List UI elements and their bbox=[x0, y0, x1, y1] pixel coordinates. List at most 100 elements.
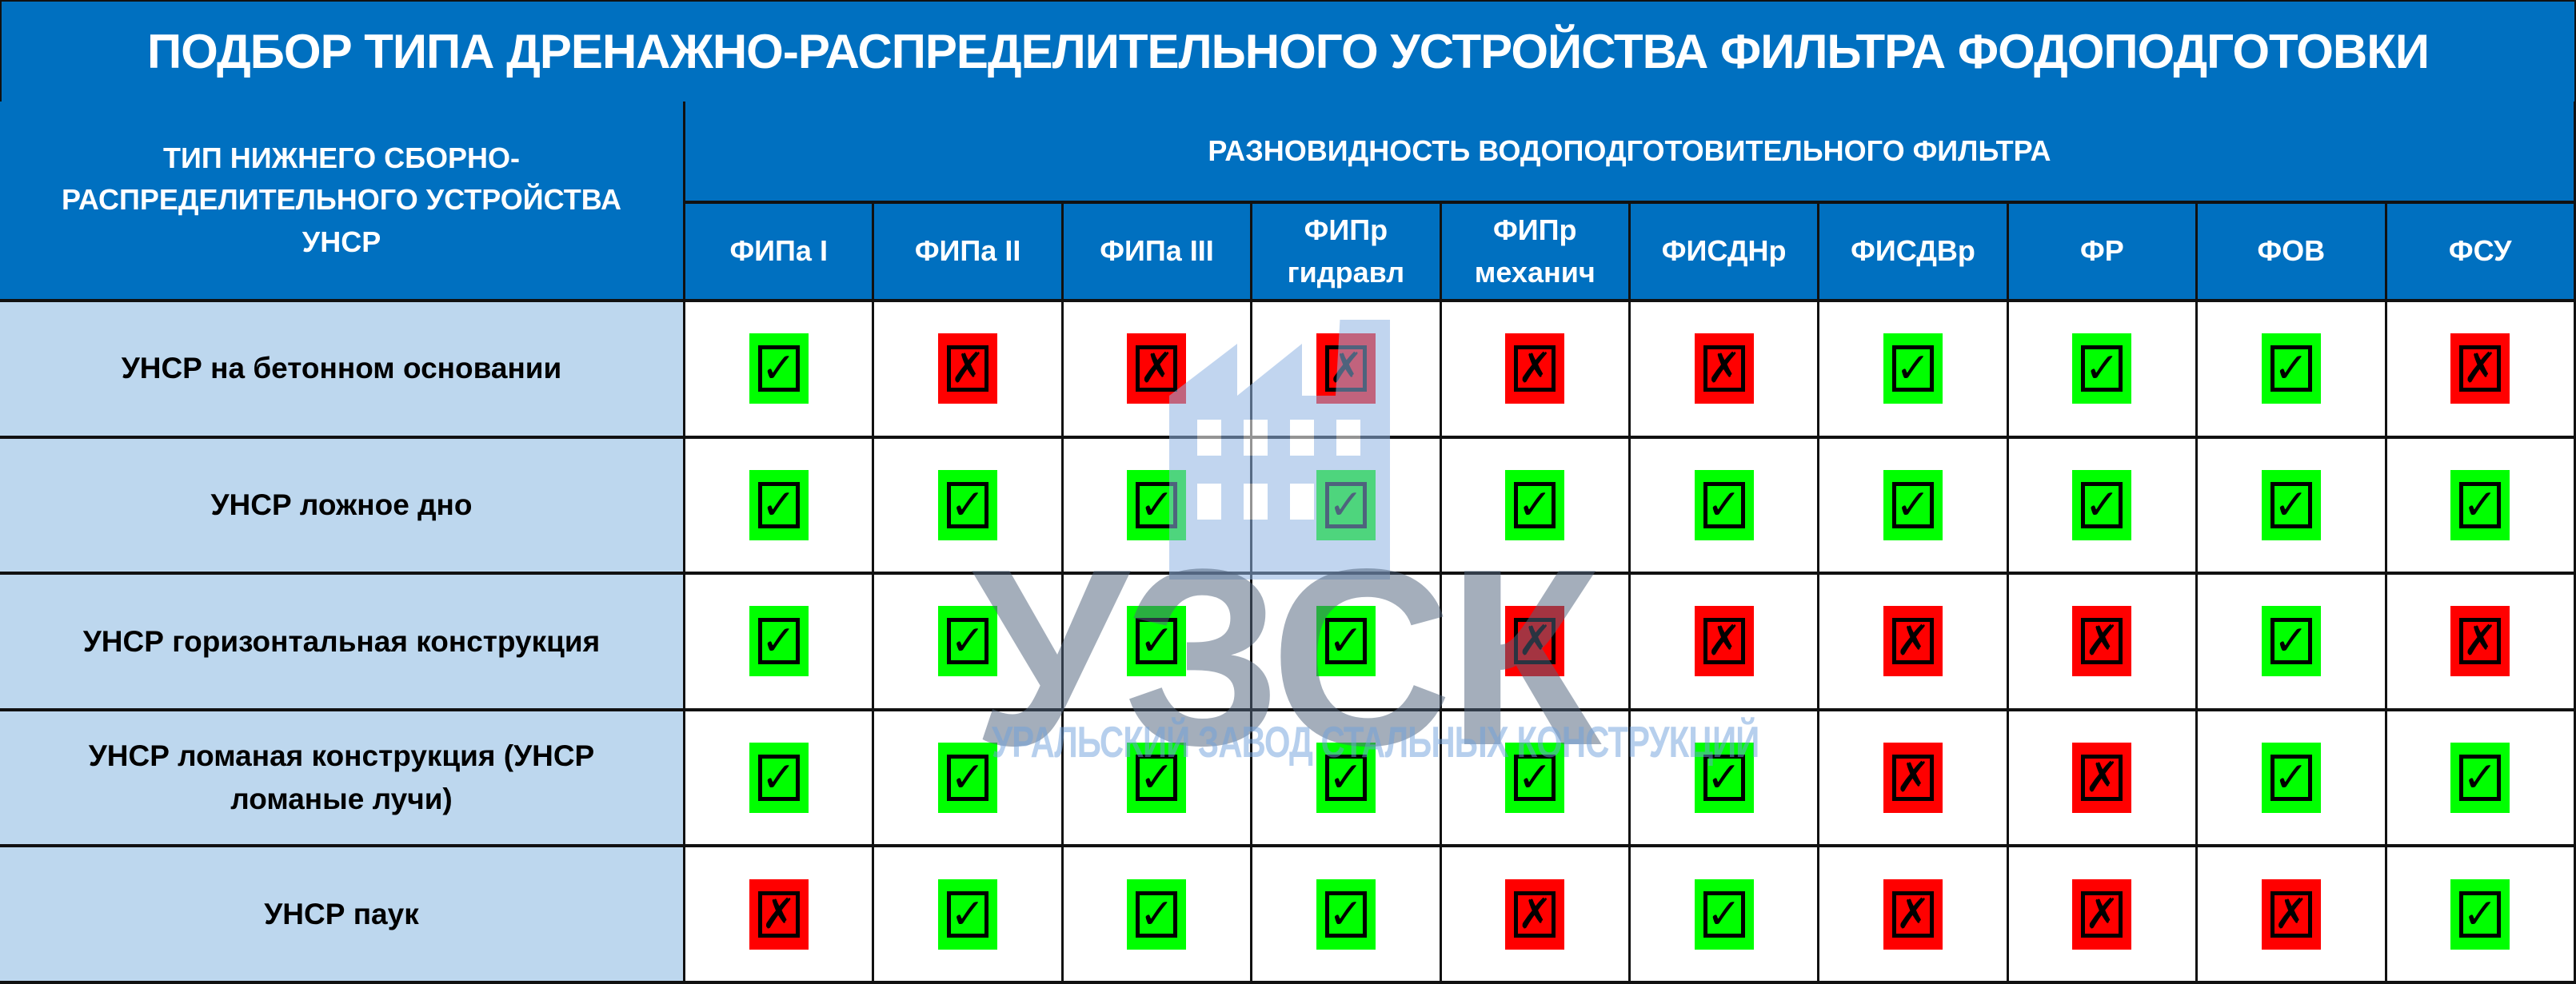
cross-icon: ✗ bbox=[2261, 878, 2321, 950]
compatibility-cell: ✗ bbox=[2386, 575, 2576, 711]
compatibility-cell: ✓ bbox=[2008, 438, 2199, 576]
mark-glyph: ✓ bbox=[1324, 890, 1367, 938]
compatibility-cell: ✓ bbox=[2386, 438, 2576, 576]
checkmark-icon: ✓ bbox=[1694, 743, 1754, 814]
mark-glyph: ✗ bbox=[2270, 890, 2312, 938]
checkmark-icon: ✓ bbox=[749, 606, 809, 677]
cross-icon: ✗ bbox=[1694, 606, 1754, 677]
mark-glyph: ✗ bbox=[2459, 618, 2502, 665]
compatibility-cell: ✓ bbox=[1252, 847, 1442, 984]
row-label: УНСР ломаная конструкция (УНСР ломаные л… bbox=[0, 711, 685, 848]
mark-glyph: ✗ bbox=[1703, 345, 1745, 392]
compatibility-cell: ✗ bbox=[1441, 302, 1631, 439]
checkmark-icon: ✓ bbox=[1883, 469, 1943, 540]
column-header: ФИПа II bbox=[874, 204, 1064, 302]
checkmark-icon: ✓ bbox=[1694, 469, 1754, 540]
checkmark-icon: ✓ bbox=[1505, 743, 1565, 814]
mark-glyph: ✗ bbox=[1514, 618, 1556, 665]
checkmark-icon: ✓ bbox=[1505, 469, 1565, 540]
compatibility-cell: ✓ bbox=[1063, 438, 1253, 576]
mark-glyph: ✗ bbox=[1324, 345, 1367, 392]
compatibility-cell: ✓ bbox=[685, 711, 875, 848]
checkmark-icon: ✓ bbox=[938, 606, 998, 677]
mark-glyph: ✓ bbox=[757, 618, 800, 665]
mark-glyph: ✗ bbox=[1514, 890, 1556, 938]
column-header: ФИСДНр bbox=[1630, 204, 1820, 302]
mark-glyph: ✓ bbox=[1514, 481, 1556, 528]
mark-glyph: ✗ bbox=[2081, 890, 2123, 938]
mark-glyph: ✓ bbox=[1324, 755, 1367, 802]
cross-icon: ✗ bbox=[2450, 333, 2510, 404]
compatibility-cell: ✗ bbox=[874, 302, 1064, 439]
mark-glyph: ✗ bbox=[1892, 618, 1935, 665]
checkmark-icon: ✓ bbox=[2261, 333, 2321, 404]
mark-glyph: ✓ bbox=[1324, 618, 1367, 665]
column-header: ФИСДВр bbox=[1819, 204, 2009, 302]
cross-icon: ✗ bbox=[2072, 878, 2132, 950]
compatibility-cell: ✗ bbox=[1819, 575, 2009, 711]
mark-glyph: ✓ bbox=[757, 345, 800, 392]
checkmark-icon: ✓ bbox=[1316, 878, 1376, 950]
page-title: ПОДБОР ТИПА ДРЕНАЖНО-РАСПРЕДЕЛИТЕЛЬНОГО … bbox=[0, 0, 2576, 103]
mark-glyph: ✓ bbox=[1892, 345, 1935, 392]
mark-glyph: ✓ bbox=[1703, 481, 1745, 528]
checkmark-icon: ✓ bbox=[1316, 743, 1376, 814]
compatibility-cell: ✓ bbox=[1630, 711, 1820, 848]
compatibility-cell: ✓ bbox=[1063, 847, 1253, 984]
cross-icon: ✗ bbox=[2072, 606, 2132, 677]
compatibility-cell: ✗ bbox=[1441, 575, 1631, 711]
mark-glyph: ✗ bbox=[2081, 618, 2123, 665]
checkmark-icon: ✓ bbox=[2450, 469, 2510, 540]
checkmark-icon: ✓ bbox=[1127, 878, 1187, 950]
mark-glyph: ✓ bbox=[2270, 345, 2312, 392]
compatibility-cell: ✗ bbox=[2008, 575, 2199, 711]
compatibility-cell: ✓ bbox=[1819, 438, 2009, 576]
cross-icon: ✗ bbox=[1883, 878, 1943, 950]
cross-icon: ✗ bbox=[749, 878, 809, 950]
mark-glyph: ✓ bbox=[947, 755, 989, 802]
cross-icon: ✗ bbox=[1316, 333, 1376, 404]
mark-glyph: ✓ bbox=[1703, 755, 1745, 802]
compatibility-cell: ✗ bbox=[685, 847, 875, 984]
compatibility-cell: ✓ bbox=[1252, 575, 1442, 711]
mark-glyph: ✓ bbox=[1136, 618, 1178, 665]
compatibility-cell: ✓ bbox=[2198, 711, 2387, 848]
checkmark-icon: ✓ bbox=[2072, 469, 2132, 540]
checkmark-icon: ✓ bbox=[749, 469, 809, 540]
mark-glyph: ✓ bbox=[947, 481, 989, 528]
compatibility-cell: ✗ bbox=[1063, 302, 1253, 439]
cross-icon: ✗ bbox=[938, 333, 998, 404]
compatibility-cell: ✓ bbox=[685, 438, 875, 576]
checkmark-icon: ✓ bbox=[1694, 878, 1754, 950]
mark-glyph: ✓ bbox=[2270, 755, 2312, 802]
checkmark-icon: ✓ bbox=[749, 333, 809, 404]
compatibility-cell: ✗ bbox=[1252, 302, 1442, 439]
mark-glyph: ✓ bbox=[1703, 890, 1745, 938]
compatibility-cell: ✓ bbox=[1819, 302, 2009, 439]
selection-table: ТИП НИЖНЕГО СБОРНО-РАСПРЕДЕЛИТЕЛЬНОГО УС… bbox=[0, 102, 2576, 984]
checkmark-icon: ✓ bbox=[2261, 743, 2321, 814]
mark-glyph: ✓ bbox=[1136, 481, 1178, 528]
checkmark-icon: ✓ bbox=[2261, 606, 2321, 677]
filter-type-group-header: РАЗНОВИДНОСТЬ ВОДОПОДГОТОВИТЕЛЬНОГО ФИЛЬ… bbox=[685, 102, 2576, 204]
column-header: ФР bbox=[2008, 204, 2199, 302]
corner-header: ТИП НИЖНЕГО СБОРНО-РАСПРЕДЕЛИТЕЛЬНОГО УС… bbox=[0, 102, 685, 302]
column-header: ФИПр гидравл bbox=[1252, 204, 1442, 302]
checkmark-icon: ✓ bbox=[1883, 333, 1943, 404]
checkmark-icon: ✓ bbox=[749, 743, 809, 814]
mark-glyph: ✗ bbox=[1703, 618, 1745, 665]
compatibility-cell: ✓ bbox=[2198, 575, 2387, 711]
compatibility-cell: ✓ bbox=[1063, 711, 1253, 848]
checkmark-icon: ✓ bbox=[2072, 333, 2132, 404]
cross-icon: ✗ bbox=[1883, 606, 1943, 677]
compatibility-cell: ✓ bbox=[2008, 302, 2199, 439]
compatibility-cell: ✗ bbox=[1630, 302, 1820, 439]
mark-glyph: ✗ bbox=[1136, 345, 1178, 392]
checkmark-icon: ✓ bbox=[1127, 606, 1187, 677]
compatibility-cell: ✓ bbox=[1252, 711, 1442, 848]
compatibility-cell: ✓ bbox=[2198, 302, 2387, 439]
checkmark-icon: ✓ bbox=[1316, 606, 1376, 677]
mark-glyph: ✓ bbox=[2270, 481, 2312, 528]
compatibility-cell: ✓ bbox=[2386, 711, 2576, 848]
cross-icon: ✗ bbox=[1127, 333, 1187, 404]
